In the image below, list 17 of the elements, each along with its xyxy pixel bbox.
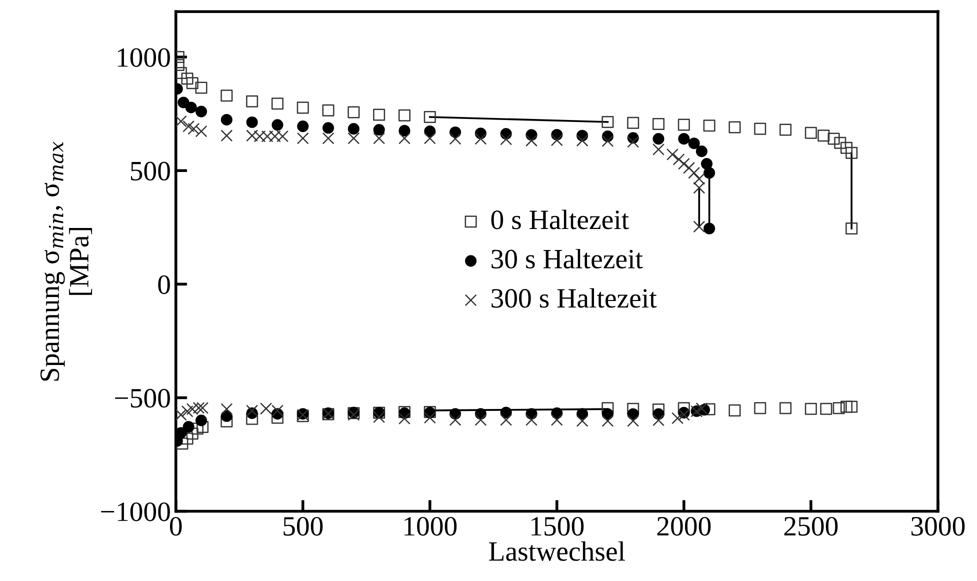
legend-label: 30 s Haltezeit	[492, 248, 643, 268]
y-tick-label: −1000	[101, 502, 170, 522]
x-tick-label: 1000	[404, 516, 457, 536]
legend-label: 300 s Haltezeit	[492, 288, 657, 308]
y-tick-label: 500	[130, 162, 170, 181]
x-tick-label: 500	[284, 516, 323, 536]
x-tick-label: 2000	[657, 516, 711, 536]
x-tick-label: 3000	[911, 516, 965, 536]
y-tick-label: −500	[115, 388, 170, 408]
x-tick-label: 0	[170, 516, 182, 536]
text: Spannung σ$_{min}$, σ$_{max}$ [MPa]	[40, 142, 92, 381]
x-tick-label: 2500	[784, 516, 838, 536]
x-tick-label: 1500	[532, 516, 584, 536]
legend-label: 0 s Haltezeit	[491, 210, 629, 230]
x-axis-title: Lastwechsel	[489, 541, 625, 561]
y-tick-label: 0	[158, 275, 170, 294]
y-tick-label: 1000	[118, 48, 170, 67]
